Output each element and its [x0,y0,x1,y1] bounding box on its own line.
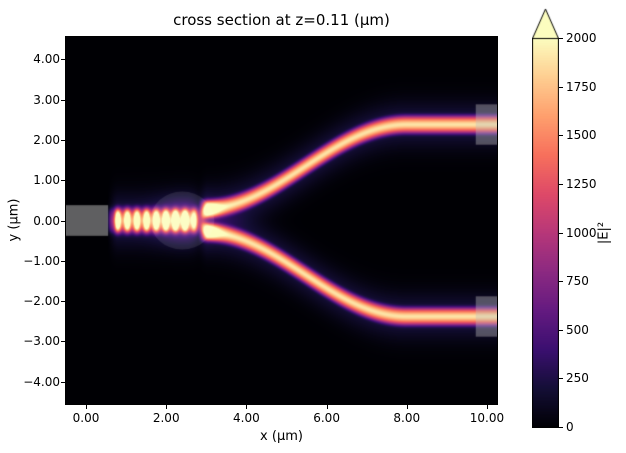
y-tick-mark [61,139,65,141]
x-tick-label: 8.00 [393,411,421,425]
y-tick-label: 2.00 [33,132,60,147]
y-tick-label: −1.00 [23,253,60,268]
y-tick-mark [61,260,65,262]
x-tick-mark [406,405,408,409]
colorbar-tick-mark [559,86,563,88]
x-tick-label: 4.00 [233,411,260,425]
x-tick-label: 2.00 [152,411,180,425]
colorbar-tick-label: 500 [566,322,589,337]
x-axis-label: x (μm) [260,429,303,444]
x-tick-mark [246,405,248,409]
x-tick-label: 6.00 [313,411,340,425]
y-tick-label: 3.00 [33,92,60,107]
colorbar-tick-label: 2000 [566,31,597,45]
y-tick-mark [61,220,65,222]
y-tick-label: 0.00 [33,213,60,228]
y-tick-mark [61,381,65,383]
y-tick-label: 1.00 [33,173,60,188]
y-tick-mark [61,180,65,182]
colorbar-tick-label: 750 [566,274,589,289]
colorbar-tick-mark [559,135,563,137]
heatmap-canvas [65,36,498,405]
y-tick-mark [61,59,65,61]
y-tick-label: −4.00 [23,374,60,389]
chart-title: cross section at z=0.11 (μm) [173,11,390,29]
x-tick-mark [86,405,88,409]
colorbar-tick-label: 1750 [566,79,597,94]
colorbar-tick-label: 250 [566,371,589,386]
colorbar-label: |E|² [596,221,612,245]
colorbar-tick-label: 1250 [566,176,597,191]
colorbar-tick-mark [559,378,563,380]
colorbar-tick-label: 0 [566,420,574,434]
x-tick-mark [326,405,328,409]
colorbar-tick-label: 1000 [566,225,597,240]
y-tick-label: −2.00 [23,294,60,309]
y-tick-mark [61,301,65,303]
x-tick-mark [166,405,168,409]
colorbar-tick-mark [559,183,563,185]
colorbar-tick-mark [559,329,563,331]
x-tick-label: 0.00 [72,411,100,425]
y-tick-label: −3.00 [23,334,60,349]
colorbar-tick-mark [559,281,563,283]
colorbar-tick-mark [559,38,563,39]
colorbar-tick-label: 1500 [566,128,597,143]
x-tick-mark [486,405,488,409]
y-tick-mark [61,99,65,101]
colorbar-canvas [532,8,559,428]
y-tick-label: 4.00 [33,52,60,67]
colorbar-tick-mark [559,427,563,428]
x-tick-label: 10.00 [469,411,505,425]
y-tick-mark [61,341,65,343]
colorbar-tick-mark [559,232,563,234]
